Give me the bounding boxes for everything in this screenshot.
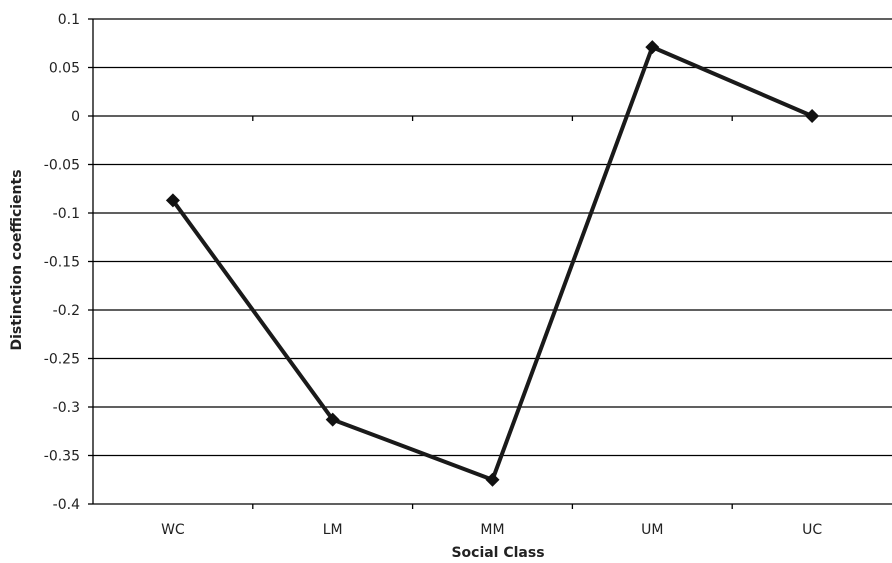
x-tick-label: MM — [480, 522, 504, 538]
data-point-marker — [805, 109, 820, 123]
series-line — [171, 45, 813, 482]
x-tick-label: WC — [161, 522, 185, 538]
y-tick-label: 0 — [71, 109, 80, 125]
y-tick-labels: 0.1 0.05 0 -0.05 -0.1 -0.15 -0.2 -0.25 -0.3 -0.35… — [44, 12, 80, 513]
x-axis-title: Social Class — [451, 545, 544, 561]
y-tick-label: -0.05 — [44, 158, 80, 174]
x-tick-labels: WC LM MM UM UC — [161, 522, 822, 538]
y-tick-label: 0.05 — [49, 61, 80, 77]
y-axis-title: Distinction coefficients — [9, 169, 25, 350]
y-tick-label: 0.1 — [58, 12, 80, 28]
x-tick-label: UC — [802, 522, 822, 538]
y-tick-label: -0.15 — [44, 255, 80, 271]
series — [165, 40, 820, 487]
y-tick-label: -0.3 — [53, 400, 80, 416]
data-point-marker — [325, 412, 340, 427]
data-point-marker — [165, 193, 180, 208]
y-tick-label: -0.4 — [53, 497, 80, 513]
data-point-marker — [485, 472, 500, 487]
gridlines — [93, 18, 892, 505]
y-tick-label: -0.1 — [53, 206, 80, 222]
x-tick-label: LM — [323, 522, 343, 538]
y-tick-label: -0.25 — [44, 352, 80, 368]
x-tick-label: UM — [641, 522, 663, 538]
axes — [88, 18, 733, 509]
y-tick-label: -0.35 — [44, 449, 80, 465]
y-tick-label: -0.2 — [53, 303, 80, 319]
data-point-marker — [645, 40, 660, 55]
